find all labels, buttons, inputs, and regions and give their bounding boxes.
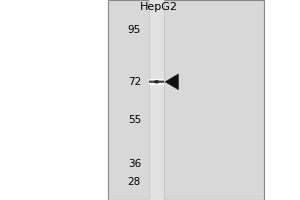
- Text: 28: 28: [128, 177, 141, 187]
- Polygon shape: [165, 74, 178, 90]
- Ellipse shape: [154, 80, 159, 84]
- Bar: [148, 0, 164, 200]
- Text: 72: 72: [128, 77, 141, 87]
- Text: 36: 36: [128, 159, 141, 169]
- Text: 95: 95: [128, 25, 141, 35]
- Text: HepG2: HepG2: [140, 2, 178, 12]
- Bar: [108, 0, 264, 200]
- Text: 55: 55: [128, 115, 141, 125]
